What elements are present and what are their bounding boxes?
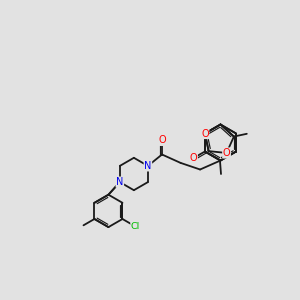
Text: O: O: [201, 128, 209, 139]
Text: O: O: [223, 148, 230, 158]
Text: O: O: [158, 135, 166, 146]
Text: N: N: [144, 161, 152, 171]
Text: Cl: Cl: [131, 222, 140, 231]
Text: O: O: [190, 153, 197, 163]
Text: N: N: [116, 177, 124, 187]
